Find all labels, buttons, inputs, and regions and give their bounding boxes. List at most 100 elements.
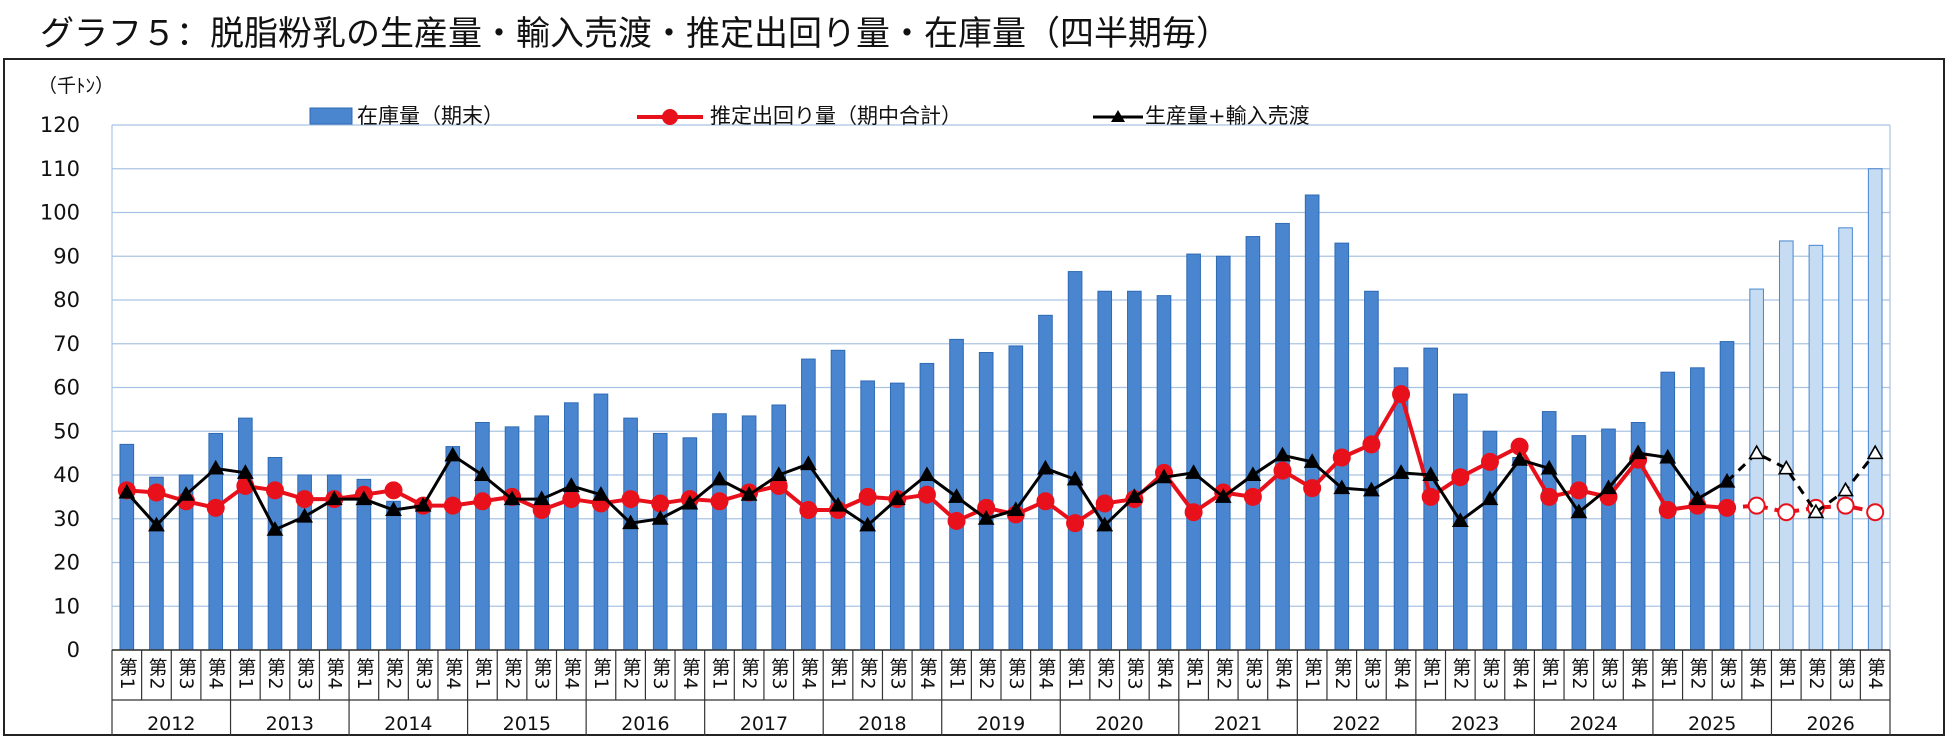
inventory-bar: [1127, 290, 1142, 651]
quarter-label: 第4: [205, 657, 227, 690]
inventory-bar: [741, 415, 757, 651]
quarter-label: 第1: [946, 657, 968, 690]
shipment-point: [1303, 479, 1322, 498]
production-point: [1037, 459, 1054, 475]
production-point: [1303, 453, 1321, 468]
inventory-bar: [504, 426, 520, 651]
quarter-label: 第4: [323, 657, 345, 690]
production-point: [888, 490, 906, 506]
shipment-point: [947, 511, 966, 530]
production-point: [1718, 472, 1736, 488]
legend-swatch-inventory: [309, 107, 353, 125]
quarter-label: 第4: [797, 657, 819, 690]
inventory-bar: [1838, 227, 1853, 651]
production-point: [859, 516, 877, 532]
production-point: [1807, 503, 1825, 519]
y-tick-label: 50: [53, 419, 80, 443]
production-point: [266, 521, 284, 536]
inventory-bar: [771, 404, 787, 651]
year-label: 2014: [384, 713, 432, 735]
shipment-point: [1480, 452, 1499, 471]
quarter-label: 第1: [116, 657, 138, 690]
shipment-point: [710, 492, 729, 511]
quarter-label: 第2: [1568, 657, 1590, 690]
quarter-label: 第4: [560, 657, 582, 690]
quarter-label: 第3: [886, 657, 908, 690]
quarter-label: 第3: [1005, 657, 1027, 690]
quarter-label: 第4: [1390, 657, 1412, 690]
legend-label-inventory: 在庫量（期末）: [357, 104, 504, 128]
quarter-label: 第3: [531, 657, 553, 690]
quarter-label: 第2: [501, 657, 523, 690]
quarter-label: 第4: [1153, 657, 1175, 690]
shipment-point: [858, 487, 877, 506]
production-point: [1689, 490, 1706, 506]
shipment-point: [473, 492, 492, 511]
inventory-bar: [593, 393, 609, 651]
production-point: [1185, 464, 1202, 479]
production-point: [918, 466, 936, 482]
production-point: [1274, 446, 1291, 462]
inventory-bar: [386, 500, 401, 651]
shipment-point: [1866, 503, 1885, 522]
inventory-bar: [534, 415, 549, 651]
inventory-bar: [1186, 253, 1201, 651]
inventory-bar: [415, 505, 431, 651]
legend: 在庫量（期末） 推定出回り量（期中合計） 生産量+輸入売渡: [309, 104, 1310, 128]
quarter-label: 第2: [1686, 657, 1708, 690]
quarter-label: 第4: [1034, 657, 1056, 690]
quarter-label: 第2: [1331, 657, 1353, 690]
production-point: [236, 464, 254, 479]
production-point: [1777, 459, 1795, 475]
chart-frame: [3, 58, 1945, 736]
quarter-label: 第2: [264, 657, 286, 690]
inventory-bar: [1512, 457, 1527, 651]
inventory-bar: [1867, 168, 1883, 651]
shipment-point: [384, 481, 403, 500]
y-tick-label: 10: [53, 594, 80, 618]
series-lines: [117, 385, 1885, 536]
legend-label-shipment: 推定出回り量（期中合計）: [710, 104, 962, 128]
year-label: 2016: [621, 713, 669, 735]
production-point: [355, 490, 373, 506]
year-label: 2017: [740, 713, 788, 735]
quarter-label: 第1: [1775, 657, 1797, 690]
production-point: [1451, 512, 1469, 527]
y-tick-label: 20: [53, 551, 80, 575]
shipment-point: [443, 496, 462, 515]
shipment-point: [206, 498, 225, 517]
year-label: 2026: [1807, 713, 1855, 735]
inventory-bar: [1571, 435, 1587, 651]
inventory-bar: [475, 422, 490, 651]
quarter-label: 第2: [857, 657, 879, 690]
quarter-label: 第3: [1597, 657, 1619, 690]
inventory-bar: [712, 413, 727, 651]
shipment-point: [1392, 385, 1411, 404]
year-label: 2020: [1095, 713, 1143, 735]
production-point: [1155, 468, 1173, 484]
quarter-label: 第1: [353, 657, 375, 690]
shipment-point: [1243, 487, 1262, 506]
year-label: 2015: [503, 713, 551, 735]
inventory-bar: [1304, 194, 1320, 651]
chart-title: グラフ５：脱脂粉乳の生産量・輸入売渡・推定出回り量・在庫量（四半期毎）: [40, 14, 1230, 54]
inventory-bar: [1038, 314, 1053, 651]
production-point: [1422, 466, 1440, 482]
quarter-label: 第1: [1538, 657, 1560, 690]
inventory-bar: [1215, 255, 1231, 651]
quarter-label: 第3: [1123, 657, 1145, 690]
inventory-bar: [445, 446, 461, 651]
x-axis: 第1 第2 第3 第4 第1 第2 第3 第4 第1 第2 第3 第4 第1 第2 第3 第4 第1 第2 第3 第4…: [111, 649, 1891, 736]
production-point: [1096, 516, 1114, 532]
production-point: [148, 516, 165, 532]
quarter-label: 第1: [234, 657, 256, 690]
shipment-point: [1273, 461, 1292, 480]
shipment-point: [1718, 498, 1737, 517]
quarter-label: 第3: [1360, 657, 1382, 690]
y-tick-label: 120: [40, 113, 80, 137]
y-tick-label: 40: [53, 463, 80, 487]
production-point: [474, 466, 491, 482]
quarter-label: 第1: [471, 657, 493, 690]
inventory-bar: [889, 382, 905, 651]
